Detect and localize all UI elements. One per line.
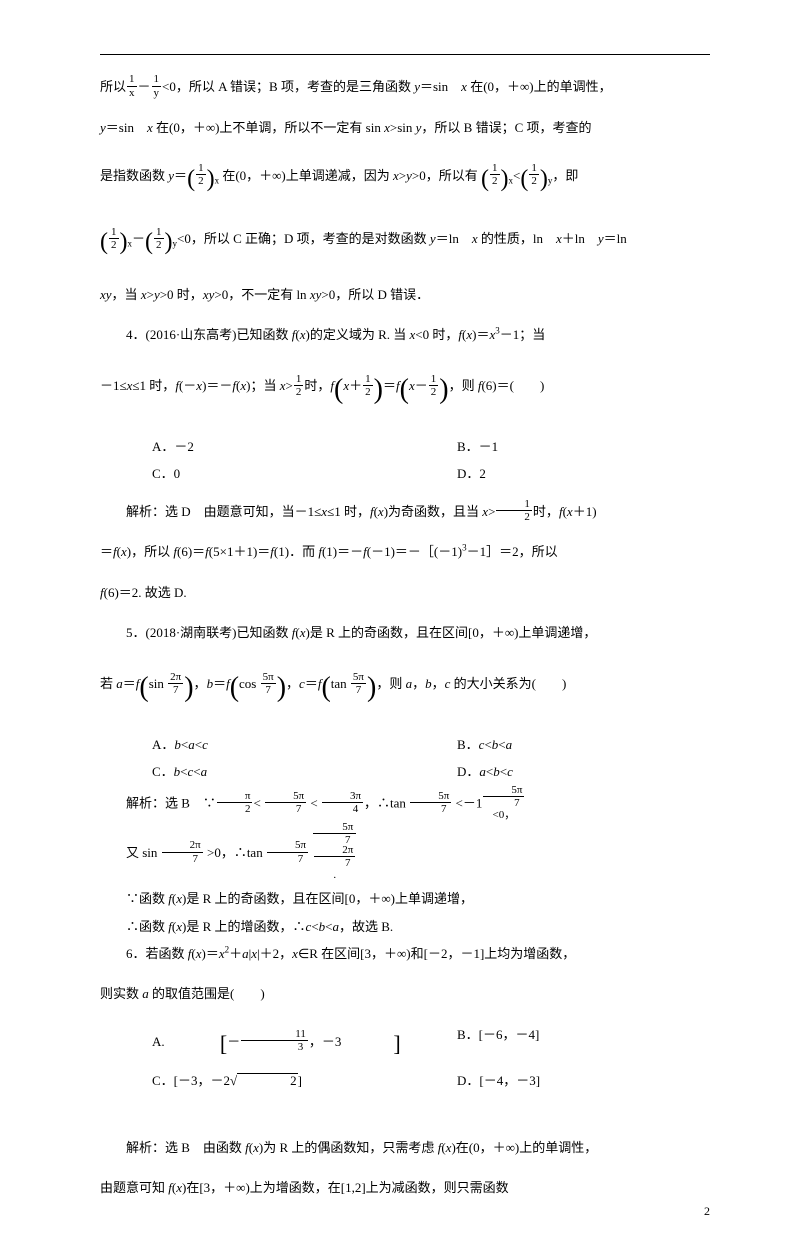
q5-stem-2: 若 a＝f(sin 2π7)，b＝f(cos 5π7)，c＝f(tan 5π7)…	[100, 659, 710, 718]
q6-ans-2: 由题意可知 f(x)在[3，＋∞)上为增函数，在[1,2]上为减函数，则只需函数	[100, 1174, 710, 1201]
q5-ans-1: 解析：选 B ∵π2< 5π7 < 3π4，∴tan 5π7 <－15π7 <0…	[100, 786, 710, 823]
q4-stem-1: 4．(2016·山东高考)已知函数 f(x)的定义域为 R. 当 x<0 时，f…	[100, 321, 710, 348]
q4-ans-1: 解析：选 D 由题意可知，当－1≤x≤1 时，f(x)为奇函数，且当 x>12时…	[100, 498, 710, 526]
q6-option-d: D．[－4，－3]	[405, 1067, 710, 1094]
q4-option-c: C．0	[100, 460, 405, 487]
q4-ans-3: f(6)＝2. 故选 D.	[100, 579, 710, 606]
q5-option-b: B．c<b<a	[405, 731, 710, 758]
para-l3: 是指数函数 y＝(12)x 在(0，＋∞)上单调递减，因为 x>y>0，所以有 …	[100, 154, 710, 204]
q5-option-c: C．b<c<a	[100, 758, 405, 785]
para-l2: y＝sin x 在(0，＋∞)上不单调，所以不一定有 sin x>sin y，所…	[100, 114, 710, 141]
q5-option-a: A．b<a<c	[100, 731, 405, 758]
q5-ans-3: ∵函数 f(x)是 R 上的奇函数，且在区间[0，＋∞)上单调递增，	[100, 885, 710, 912]
q6-stem-1: 6．若函数 f(x)＝x2＋a|x|＋2，x∈R 在区间[3，＋∞)和[－2，－…	[100, 940, 710, 967]
page-number: 2	[704, 1199, 710, 1224]
q6-ans-1: 解析：选 B 由函数 f(x)为 R 上的偶函数知，只需考虑 f(x)在(0，＋…	[100, 1134, 710, 1161]
top-divider	[100, 54, 710, 55]
spacer	[100, 488, 710, 498]
spacer-2	[100, 1094, 710, 1134]
q5-ans-2: 又 sin 2π7 >0，∴tan 5π7 5π7 2π7 .	[100, 823, 710, 885]
q6-stem-2: 则实数 a 的取值范围是( )	[100, 980, 710, 1007]
q4-option-d: D．2	[405, 460, 710, 487]
para-l4: (12)x－(12)y<0，所以 C 正确；D 项，考查的是对数函数 y＝ln …	[100, 217, 710, 267]
q4-options: A．－2 B．－1 C．0 D．2	[100, 433, 710, 488]
q6-option-c: C．[－3，－2√2]	[100, 1067, 405, 1094]
q5-ans-4: ∴函数 f(x)是 R 上的增函数，∴c<b<a，故选 B.	[100, 913, 710, 940]
q6-option-b: B．[－6，－4]	[405, 1021, 710, 1067]
q5-stem-1: 5．(2018·湖南联考)已知函数 f(x)是 R 上的奇函数，且在区间[0，＋…	[100, 619, 710, 646]
q5-option-d: D．a<b<c	[405, 758, 710, 785]
q5-options: A．b<a<c B．c<b<a C．b<c<a D．a<b<c	[100, 731, 710, 786]
q4-ans-2: ＝f(x)，所以 f(6)＝f(5×1＋1)＝f(1)．而 f(1)＝－f(－1…	[100, 538, 710, 565]
para-l1: 所以1x－1y<0，所以 A 错误；B 项，考查的是三角函数 y＝sin x 在…	[100, 73, 710, 101]
q4-stem-2: －1≤x≤1 时，f(－x)＝－f(x)；当 x>12时，f(x＋12)＝f(x…	[100, 361, 710, 420]
q4-option-a: A．－2	[100, 433, 405, 460]
q6-options: A. [－113，－3] B．[－6，－4] C．[－3，－2√2] D．[－4…	[100, 1021, 710, 1094]
q6-option-a: A. [－113，－3]	[100, 1021, 405, 1067]
page-container: 所以1x－1y<0，所以 A 错误；B 项，考查的是三角函数 y＝sin x 在…	[0, 0, 800, 1255]
para-l5: xy，当 x>y>0 时，xy>0，不一定有 ln xy>0，所以 D 错误．	[100, 281, 710, 308]
q4-option-b: B．－1	[405, 433, 710, 460]
